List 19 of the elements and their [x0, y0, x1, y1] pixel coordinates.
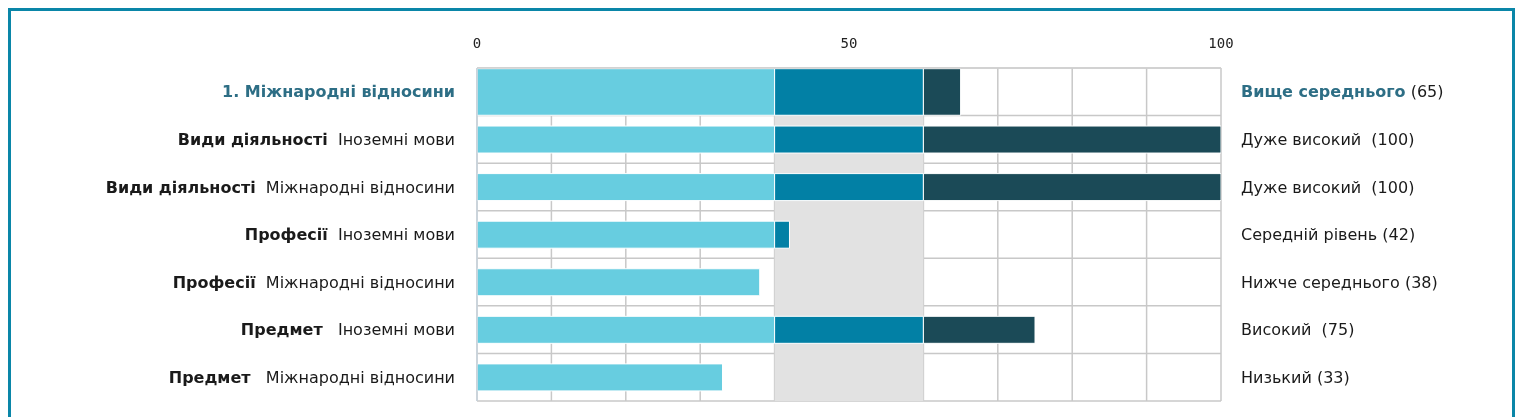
- x-tick-label: 100: [1208, 35, 1234, 51]
- y2-tick-label: Нижче середнього (38): [1241, 272, 1438, 292]
- y-tick-label: Професії Міжнародні відносини: [172, 272, 455, 292]
- y-tick-label: Предмет Іноземні мови: [240, 320, 455, 340]
- y-tick-label: Види діяльності Міжнародні відносини: [105, 177, 455, 197]
- y-tick-label: Види діяльності Іноземні мови: [177, 129, 455, 149]
- y2-tick-label: Середній рівень (42): [1241, 225, 1416, 245]
- y2-tick-label: Високий (75): [1241, 320, 1355, 340]
- y-tick-label: 1. Міжнародні відносини: [222, 82, 455, 102]
- x-tick-label: 0: [472, 35, 482, 51]
- x-tick-label: 50: [840, 35, 858, 51]
- y2-tick-label: Дуже високий (100): [1241, 177, 1415, 197]
- y2-tick-label: Вище середнього (65): [1241, 82, 1444, 102]
- bar: [477, 268, 761, 297]
- bar: [477, 363, 724, 392]
- y2-tick-label: Дуже високий (100): [1241, 129, 1415, 149]
- y-tick-label: Предмет Міжнародні відносини: [168, 367, 455, 387]
- y2-tick-label: Низький (33): [1241, 367, 1350, 387]
- y-tick-label: Професії Іноземні мови: [244, 225, 455, 245]
